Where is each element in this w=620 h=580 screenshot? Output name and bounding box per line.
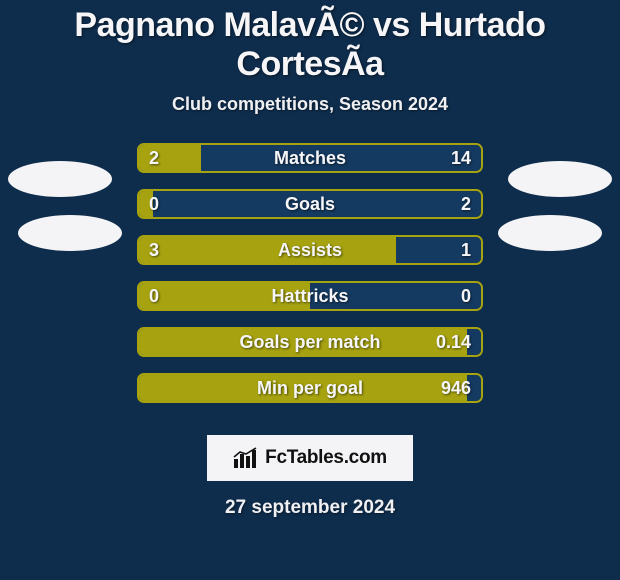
placeholder-ellipse (508, 161, 612, 197)
logo-text-prefix: Fc (265, 447, 287, 468)
stats-area: Matches214 Goals02 Assists31 Hattricks00 Goa… (0, 143, 620, 423)
logo-text-suffix: Tables.com (287, 447, 387, 468)
stat-bar-left-fill (139, 191, 153, 217)
placeholder-ellipse (498, 215, 602, 251)
logo-text: FcTables.com (265, 447, 387, 469)
bar-chart-icon (233, 447, 259, 469)
stat-bar: Goals per match0.14 (137, 327, 483, 357)
stat-bar-left-fill (139, 283, 310, 309)
subtitle: Club competitions, Season 2024 (0, 94, 620, 115)
stat-bar: Min per goal946 (137, 373, 483, 403)
stat-bar-right-fill (467, 375, 481, 401)
stat-bar-right-fill (310, 283, 481, 309)
placeholder-ellipse (8, 161, 112, 197)
stat-bar-left-fill (139, 329, 467, 355)
stat-bar-left-fill (139, 375, 467, 401)
stat-bar-right-fill (396, 237, 482, 263)
date-text: 27 september 2024 (0, 497, 620, 519)
stat-bar-left-fill (139, 237, 396, 263)
fctables-logo: FcTables.com (207, 435, 413, 481)
stat-bar-right-fill (153, 191, 481, 217)
page-title: Pagnano MalavÃ© vs Hurtado CortesÃ­a (0, 0, 620, 84)
stat-bar-left-fill (139, 145, 201, 171)
stat-bar-right-fill (201, 145, 481, 171)
stat-bar: Goals02 (137, 189, 483, 219)
stat-bars: Matches214 Goals02 Assists31 Hattricks00 Goa… (137, 143, 483, 403)
stat-bar: Matches214 (137, 143, 483, 173)
placeholder-ellipse (18, 215, 122, 251)
stat-bar-right-fill (467, 329, 481, 355)
comparison-infographic: Pagnano MalavÃ© vs Hurtado CortesÃ­a Clu… (0, 0, 620, 580)
stat-bar: Assists31 (137, 235, 483, 265)
stat-bar: Hattricks00 (137, 281, 483, 311)
